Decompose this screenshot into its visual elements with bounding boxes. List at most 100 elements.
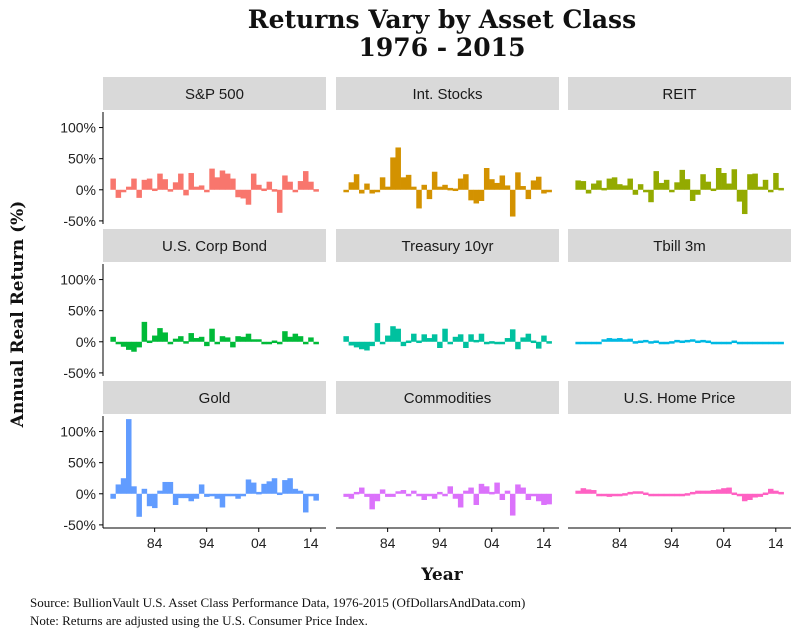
bar-commodities-1987 bbox=[400, 490, 407, 494]
bar-u-s-corp-bond-2010 bbox=[287, 336, 293, 342]
panel-title-u-s-corp-bond: U.S. Corp Bond bbox=[162, 238, 267, 255]
chart-title-line2: 1976 - 2015 bbox=[359, 33, 526, 62]
y-tick-label: 100% bbox=[60, 120, 96, 136]
panel-title-int-stocks: Int. Stocks bbox=[412, 86, 482, 103]
bar-tbill-3m-1989 bbox=[643, 339, 649, 343]
bar-treasury-10yr-2013 bbox=[535, 341, 542, 349]
bar-commodities-1997 bbox=[452, 493, 459, 499]
x-tick-label: 84 bbox=[380, 535, 396, 551]
bar-treasury-10yr-2009 bbox=[515, 341, 521, 350]
bar-u-s-corp-bond-2007 bbox=[271, 340, 278, 344]
bar-commodities-2006 bbox=[499, 493, 506, 500]
bar-gold-1984 bbox=[152, 493, 158, 509]
note-caption: Note: Returns are adjusted using the U.S… bbox=[30, 613, 368, 628]
bar-int-stocks-1989 bbox=[411, 186, 417, 190]
x-tick-label: 94 bbox=[664, 535, 680, 551]
bar-gold-1985 bbox=[157, 490, 163, 494]
bar-s-p-500-2003 bbox=[250, 173, 257, 190]
bar-u-s-corp-bond-1993 bbox=[198, 336, 205, 342]
bar-commodities-2003 bbox=[483, 486, 490, 494]
bar-commodities-1979 bbox=[359, 487, 365, 494]
bar-s-p-500-1984 bbox=[152, 188, 158, 192]
bar-s-p-500-2010 bbox=[287, 181, 293, 190]
bar-treasury-10yr-1997 bbox=[452, 336, 459, 342]
bar-treasury-10yr-2007 bbox=[504, 338, 511, 342]
bar-u-s-corp-bond-2013 bbox=[302, 341, 309, 345]
bar-int-stocks-2004 bbox=[489, 179, 495, 190]
bar-tbill-3m-2013 bbox=[767, 341, 774, 345]
bar-treasury-10yr-1986 bbox=[395, 328, 401, 342]
bar-u-s-home-price-1979 bbox=[591, 490, 597, 494]
bar-s-p-500-1982 bbox=[141, 179, 148, 190]
bar-int-stocks-1985 bbox=[390, 157, 396, 190]
bar-gold-1996 bbox=[214, 493, 221, 499]
bar-reit-1980 bbox=[596, 180, 602, 190]
bar-commodities-1991 bbox=[421, 493, 427, 500]
bar-treasury-10yr-2001 bbox=[473, 339, 480, 343]
x-tick-label: 94 bbox=[199, 535, 215, 551]
bar-gold-1988 bbox=[172, 493, 179, 505]
bar-s-p-500-2001 bbox=[240, 189, 247, 199]
bar-int-stocks-2007 bbox=[504, 185, 511, 190]
bar-tbill-3m-2011 bbox=[757, 341, 764, 345]
bar-s-p-500-2011 bbox=[292, 189, 299, 193]
bar-u-s-home-price-1981 bbox=[601, 493, 607, 497]
bar-tbill-3m-2014 bbox=[773, 341, 779, 345]
bar-reit-1999 bbox=[695, 189, 701, 195]
bar-int-stocks-1988 bbox=[405, 174, 412, 190]
bar-s-p-500-1977 bbox=[115, 189, 122, 198]
bar-tbill-3m-2010 bbox=[752, 341, 758, 345]
bar-u-s-corp-bond-1982 bbox=[141, 321, 148, 342]
x-tick-label: 04 bbox=[484, 535, 500, 551]
panel-strip-commodities bbox=[336, 381, 559, 414]
bar-int-stocks-2010 bbox=[520, 186, 526, 190]
y-tick-label: -50% bbox=[63, 517, 96, 533]
faceted-bar-chart: Returns Vary by Asset Class 1976 - 2015 … bbox=[8, 5, 791, 585]
bar-int-stocks-2005 bbox=[494, 182, 500, 190]
bar-int-stocks-1986 bbox=[395, 147, 401, 190]
bar-tbill-3m-1981 bbox=[601, 339, 607, 342]
bar-reit-1998 bbox=[689, 189, 696, 201]
bar-tbill-3m-1997 bbox=[684, 339, 691, 343]
bar-s-p-500-1993 bbox=[198, 185, 205, 190]
bar-int-stocks-2009 bbox=[515, 172, 521, 190]
bar-s-p-500-1991 bbox=[188, 172, 194, 190]
bar-gold-1979 bbox=[126, 419, 132, 494]
bar-gold-2008 bbox=[276, 492, 283, 496]
bar-commodities-1994 bbox=[437, 491, 443, 495]
bar-commodities-1999 bbox=[463, 490, 469, 494]
bar-s-p-500-1981 bbox=[136, 189, 142, 198]
y-tick-label: 100% bbox=[60, 272, 96, 288]
bar-reit-2012 bbox=[762, 179, 769, 190]
bar-u-s-corp-bond-1994 bbox=[204, 341, 210, 347]
bar-commodities-2009 bbox=[515, 484, 521, 494]
bar-tbill-3m-2004 bbox=[721, 341, 727, 345]
bar-u-s-home-price-1978 bbox=[585, 489, 592, 494]
y-tick-label: 0% bbox=[76, 182, 96, 198]
bar-commodities-1978 bbox=[353, 491, 360, 495]
bar-reit-1988 bbox=[637, 184, 644, 190]
bar-commodities-2001 bbox=[473, 493, 480, 505]
bar-reit-1989 bbox=[643, 189, 649, 193]
bar-u-s-home-price-1977 bbox=[580, 488, 587, 494]
chart-title-line1: Returns Vary by Asset Class bbox=[248, 5, 636, 34]
bar-commodities-1976 bbox=[343, 493, 349, 497]
bar-commodities-2007 bbox=[504, 490, 511, 494]
bar-tbill-3m-1988 bbox=[637, 340, 644, 344]
bar-gold-1980 bbox=[131, 486, 137, 494]
bar-int-stocks-2000 bbox=[468, 189, 474, 201]
bar-reit-1979 bbox=[591, 183, 597, 190]
bar-commodities-2008 bbox=[509, 493, 516, 516]
bar-gold-2002 bbox=[245, 479, 252, 494]
bar-gold-1990 bbox=[183, 493, 189, 499]
bar-gold-1989 bbox=[178, 493, 184, 499]
bar-reit-1991 bbox=[653, 171, 659, 190]
bar-treasury-10yr-2011 bbox=[525, 333, 532, 342]
bar-s-p-500-1985 bbox=[157, 173, 163, 190]
y-tick-label: -50% bbox=[63, 365, 96, 381]
bar-s-p-500-2009 bbox=[282, 175, 288, 190]
bar-s-p-500-1980 bbox=[131, 178, 137, 190]
bar-s-p-500-2006 bbox=[266, 181, 273, 190]
x-tick-label: 14 bbox=[768, 535, 784, 551]
panels-group: S&P 500 -50% 0% 50% 100% Int. Stocks REIT U.S. … bbox=[60, 77, 791, 551]
